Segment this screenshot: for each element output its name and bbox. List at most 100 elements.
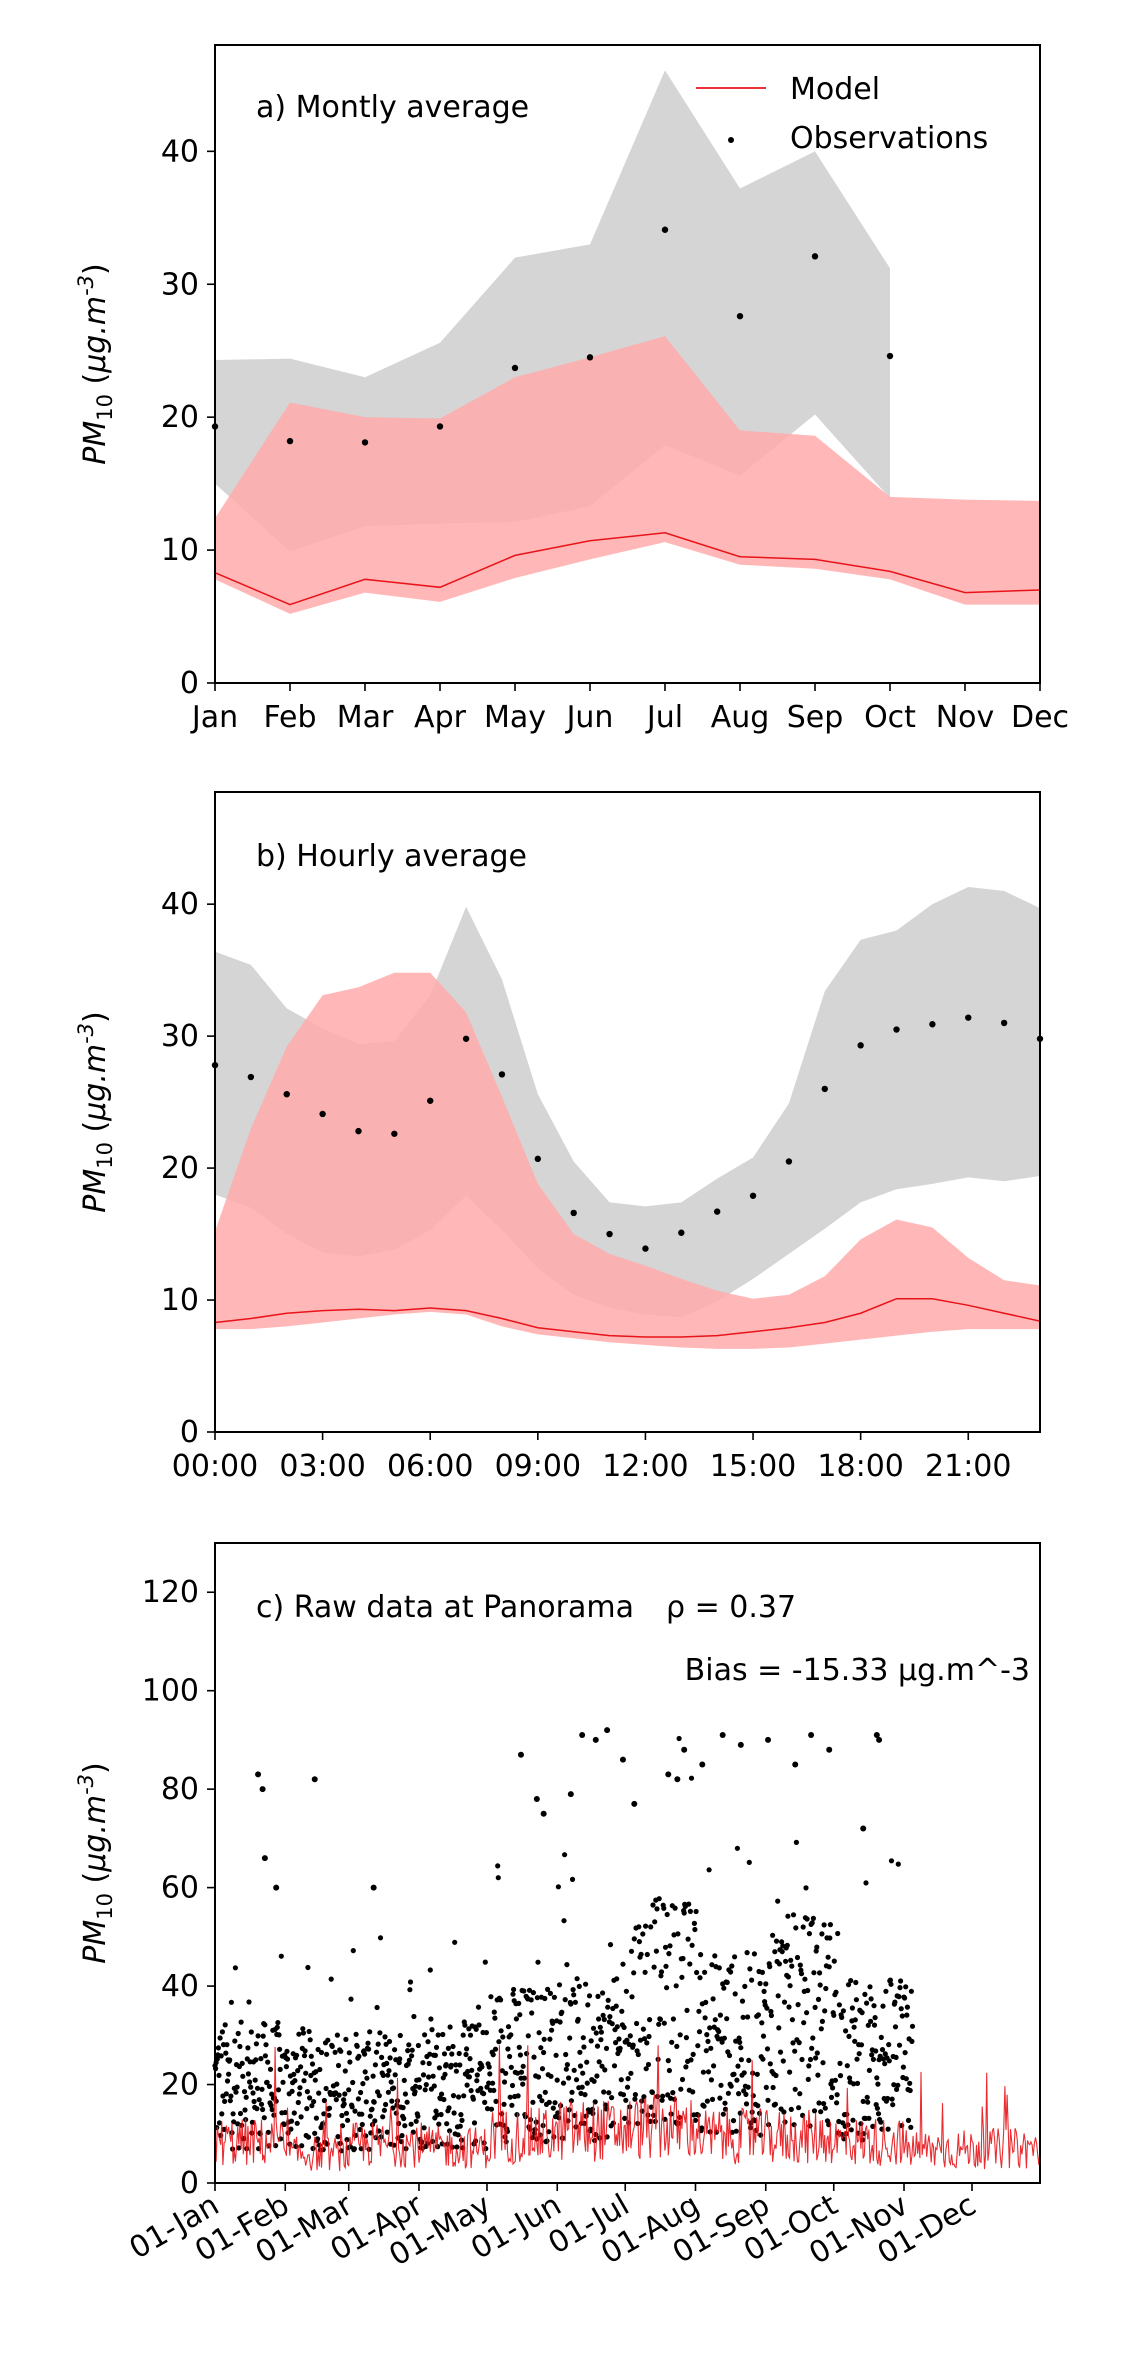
observation-point bbox=[447, 2128, 453, 2134]
observation-point bbox=[904, 2012, 910, 2018]
observation-point bbox=[677, 2032, 683, 2038]
observation-point bbox=[315, 2046, 321, 2053]
observation-point bbox=[436, 2121, 442, 2127]
observation-point bbox=[852, 2038, 858, 2044]
observation-point bbox=[305, 1964, 311, 1971]
observation-point bbox=[613, 2003, 619, 2009]
observation-point bbox=[505, 2046, 511, 2052]
observation-point bbox=[511, 364, 519, 372]
observation-point bbox=[593, 2030, 599, 2036]
y-tick-label: 100 bbox=[142, 1674, 199, 1709]
observation-point bbox=[447, 2024, 453, 2030]
observation-point bbox=[716, 2028, 722, 2035]
observation-point bbox=[521, 2075, 528, 2081]
observation-point bbox=[658, 1973, 664, 1979]
observation-point bbox=[248, 2084, 254, 2090]
observation-point bbox=[344, 2137, 350, 2143]
observation-point bbox=[383, 2101, 389, 2108]
observation-point bbox=[813, 1948, 819, 1954]
observation-point bbox=[547, 1990, 554, 1996]
observation-point bbox=[341, 2097, 347, 2103]
observation-point bbox=[795, 2002, 801, 2008]
legend-obs-swatch bbox=[728, 137, 734, 143]
observation-point bbox=[562, 1852, 568, 1858]
observation-point bbox=[805, 2076, 811, 2082]
observation-point bbox=[898, 2006, 904, 2012]
observation-peak-point bbox=[826, 1746, 833, 1753]
observation-point bbox=[570, 1209, 577, 1217]
observation-point bbox=[572, 1999, 579, 2005]
observation-point bbox=[743, 2101, 750, 2107]
observation-point bbox=[730, 2118, 737, 2124]
observation-point bbox=[813, 2055, 819, 2061]
observation-point bbox=[892, 1999, 898, 2005]
observation-point bbox=[342, 2068, 348, 2074]
observation-point bbox=[605, 1997, 611, 2003]
observation-point bbox=[336, 2092, 342, 2098]
observation-point bbox=[568, 2098, 575, 2104]
observation-point bbox=[699, 2125, 705, 2131]
observation-peak-point bbox=[273, 1884, 280, 1891]
observation-point bbox=[427, 1097, 434, 1104]
observation-point bbox=[599, 2063, 605, 2069]
observation-point bbox=[628, 1948, 635, 1954]
observation-point bbox=[729, 2129, 735, 2135]
observation-point bbox=[740, 2014, 746, 2020]
observation-point bbox=[654, 1906, 660, 1912]
x-tick-label: 12:00 bbox=[602, 1449, 688, 1484]
observation-point bbox=[347, 2059, 353, 2065]
observation-point bbox=[580, 2035, 586, 2041]
observation-point bbox=[692, 2117, 699, 2123]
observation-point bbox=[673, 1983, 679, 1989]
observation-point bbox=[577, 2063, 584, 2069]
observation-point bbox=[576, 1983, 582, 1989]
observation-point bbox=[326, 2112, 332, 2118]
observation-point bbox=[726, 2052, 733, 2059]
observation-point bbox=[441, 2051, 448, 2057]
observation-point bbox=[888, 1858, 895, 1864]
observation-point bbox=[613, 2040, 619, 2046]
observation-point bbox=[492, 2015, 498, 2021]
observation-point bbox=[305, 2134, 312, 2140]
observation-point bbox=[339, 2112, 345, 2119]
observation-point bbox=[510, 1986, 517, 1993]
observation-point bbox=[893, 2054, 899, 2060]
observation-point bbox=[656, 1896, 662, 1902]
observation-point bbox=[237, 2043, 243, 2050]
observation-point bbox=[343, 2110, 350, 2116]
observation-point bbox=[372, 2118, 378, 2124]
observation-point bbox=[442, 2071, 448, 2077]
observation-point bbox=[720, 2111, 726, 2117]
observation-point bbox=[818, 2109, 824, 2115]
observation-point bbox=[299, 2143, 305, 2149]
observation-point bbox=[476, 2022, 482, 2028]
observation-point bbox=[460, 2032, 466, 2038]
observation-point bbox=[907, 2087, 913, 2094]
observation-point bbox=[456, 2094, 462, 2100]
observation-point bbox=[785, 1913, 791, 1919]
observation-point bbox=[826, 1964, 832, 1970]
observation-point bbox=[450, 2043, 456, 2050]
observation-point bbox=[284, 2056, 291, 2062]
observation-point bbox=[764, 2005, 770, 2011]
observation-point bbox=[571, 2067, 577, 2073]
observation-point bbox=[569, 1876, 576, 1882]
observation-point bbox=[898, 1978, 904, 1984]
observation-point bbox=[377, 1935, 384, 1941]
observation-point bbox=[831, 2012, 837, 2018]
observation-point bbox=[216, 2072, 222, 2078]
observation-point bbox=[509, 2082, 516, 2089]
observation-point bbox=[617, 2045, 623, 2051]
x-tick-label: Jun bbox=[565, 700, 614, 735]
observation-point bbox=[385, 2089, 391, 2095]
x-tick-label: Feb bbox=[263, 700, 316, 735]
observation-point bbox=[849, 2005, 856, 2011]
panel-b-frame bbox=[214, 791, 1041, 1433]
observation-point bbox=[355, 1127, 362, 1135]
observation-point bbox=[349, 2104, 355, 2110]
observation-point bbox=[261, 2115, 267, 2121]
observation-point bbox=[645, 2061, 652, 2068]
observation-point bbox=[316, 2090, 322, 2096]
observation-point bbox=[392, 2072, 398, 2078]
observation-point bbox=[484, 2084, 490, 2090]
